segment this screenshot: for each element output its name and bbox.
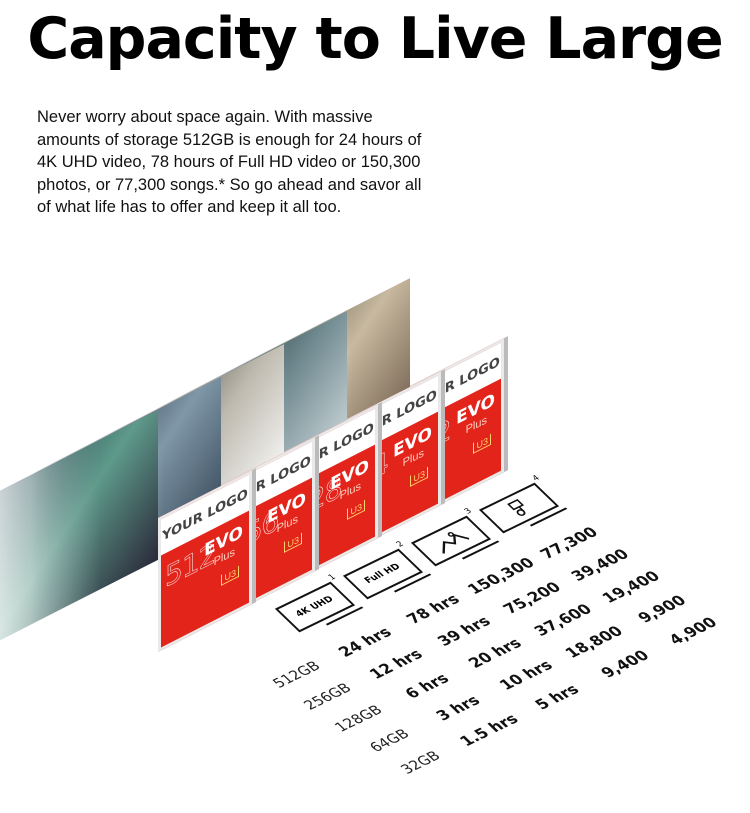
table-cell: 18,800 (561, 622, 627, 662)
table-cell: 39 hrs (433, 612, 495, 650)
page-title: Capacity to Live Large (27, 6, 723, 72)
table-cell: 12 hrs (365, 645, 427, 683)
intro-text: Never worry about space again. With mass… (37, 108, 422, 216)
table-cell: 4,900 (664, 613, 722, 649)
table-cell: 3 hrs (431, 691, 485, 725)
row-capacity: 256GB (300, 680, 356, 714)
table-cell: 10 hrs (495, 656, 557, 694)
table-cell: 37,600 (530, 600, 596, 640)
table-cell: 20 hrs (464, 634, 526, 672)
table-cell: 77,300 (536, 523, 602, 563)
u3-icon: U3 (473, 433, 491, 454)
4k-uhd-icon: 4K UHD 1 (275, 572, 356, 633)
footnote-marker: 1 (326, 572, 339, 582)
u3-icon: U3 (410, 466, 428, 487)
footnote-marker: 3 (462, 506, 475, 516)
photo-icon: 3 (411, 506, 492, 567)
background-photo (0, 410, 158, 657)
full-hd-icon: Full HD 2 (343, 539, 424, 600)
u3-icon: U3 (347, 499, 365, 520)
row-capacity: 128GB (331, 702, 387, 736)
footnote-marker: 2 (394, 539, 407, 549)
table-cell: 39,400 (567, 545, 633, 585)
table-cell: 78 hrs (402, 590, 464, 628)
row-capacity: 64GB (366, 726, 414, 756)
music-icon: 4 (479, 473, 560, 534)
table-cell: 9,900 (633, 591, 691, 627)
table-cell: 19,400 (598, 567, 664, 607)
table-cell: 1.5 hrs (455, 710, 523, 750)
u3-icon: U3 (221, 565, 239, 586)
table-cell: 75,200 (499, 578, 565, 618)
table-cell: 24 hrs (334, 623, 396, 661)
row-capacity: 512GB (269, 658, 325, 692)
footnote-marker: 4 (530, 473, 543, 483)
table-cell: 5 hrs (530, 680, 584, 714)
table-cell: 9,400 (596, 646, 654, 682)
u3-icon: U3 (284, 532, 302, 553)
table-cell: 6 hrs (400, 669, 454, 703)
row-capacity: 32GB (397, 748, 445, 778)
